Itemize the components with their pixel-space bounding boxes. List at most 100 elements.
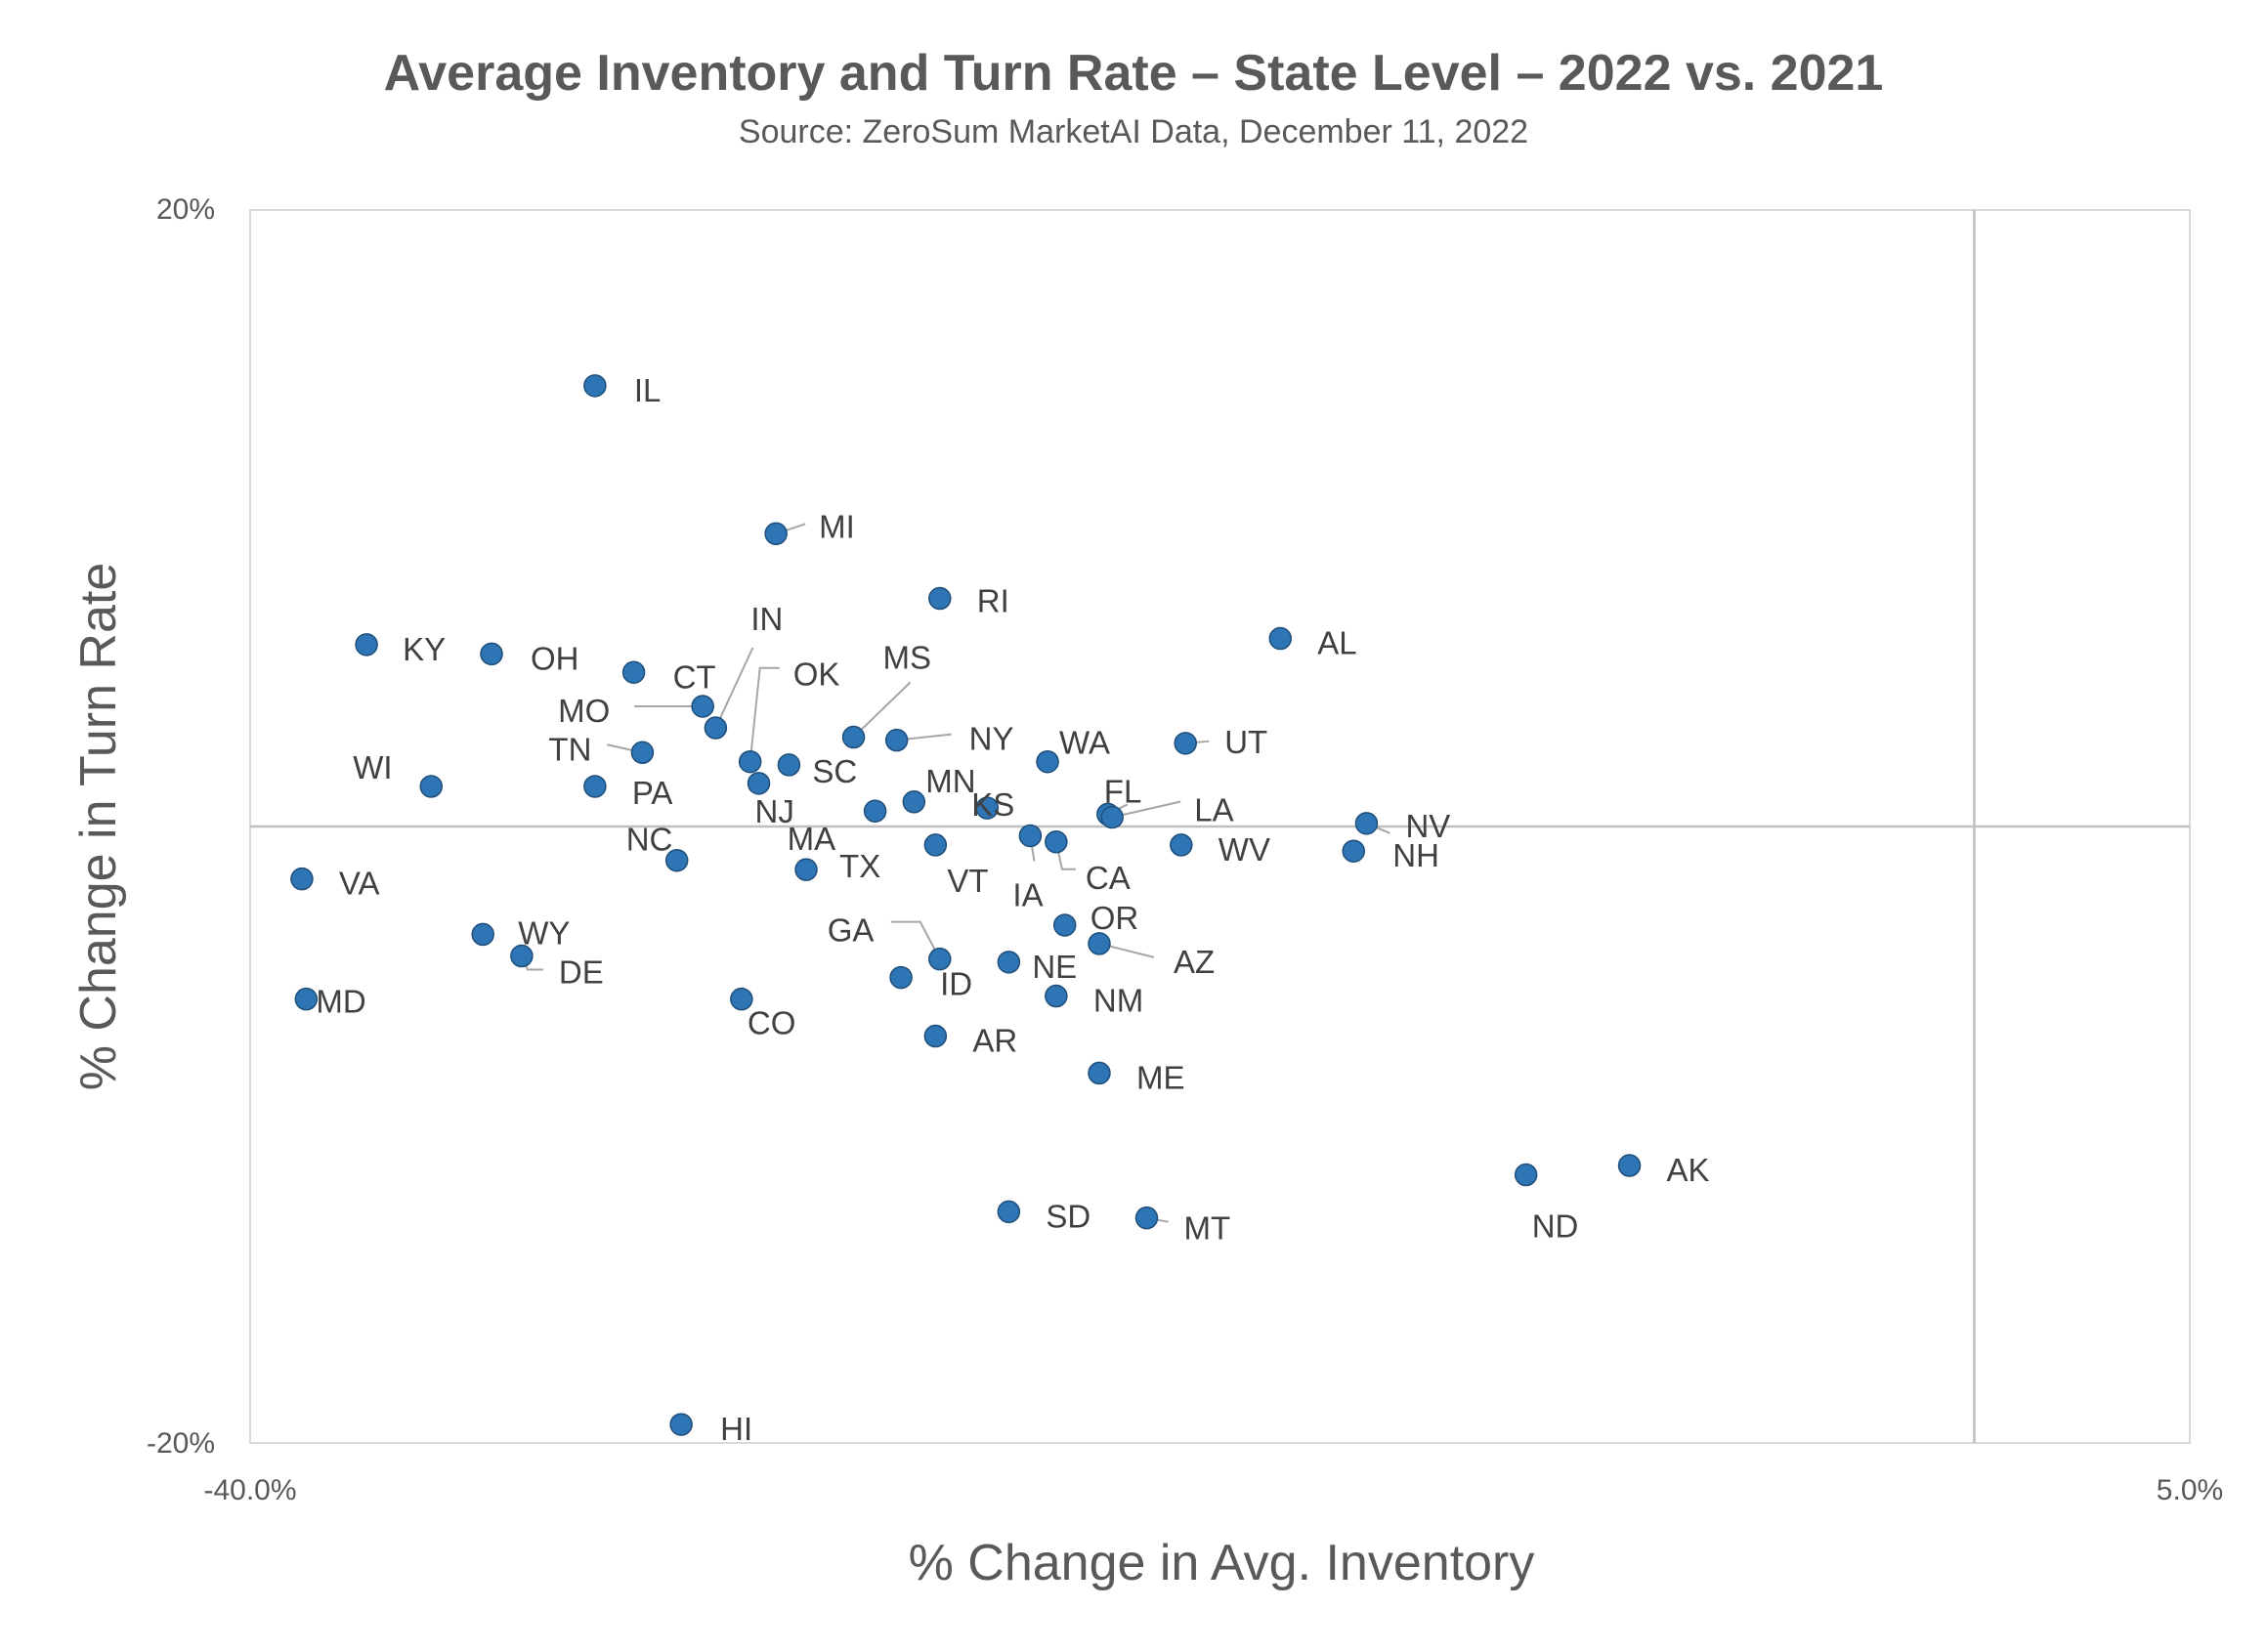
data-point-nv [1354, 812, 1379, 835]
data-label-nj: NJ [755, 793, 794, 829]
data-label-co: CO [748, 1005, 796, 1041]
data-label-ne: NE [1032, 949, 1077, 985]
x-axis-title: % Change in Avg. Inventory [909, 1535, 1535, 1591]
data-point-tx [794, 858, 818, 881]
data-label-de: DE [559, 954, 604, 991]
data-label-or: OR [1090, 900, 1139, 936]
data-label-al: AL [1317, 625, 1356, 661]
data-label-ky: KY [403, 631, 446, 667]
chart-subtitle: Source: ZeroSum MarketAI Data, December … [739, 113, 1528, 150]
data-point-ct [621, 660, 646, 684]
data-point-nd [1514, 1163, 1538, 1187]
data-point-nj [747, 772, 771, 795]
data-point-id [889, 965, 913, 990]
data-point-il [583, 374, 607, 398]
data-point-wv [1170, 833, 1193, 857]
data-label-nd: ND [1532, 1208, 1579, 1245]
data-point-in [704, 716, 728, 740]
data-label-ok: OK [793, 657, 840, 693]
data-label-mi: MI [819, 508, 855, 544]
data-label-md: MD [316, 984, 365, 1020]
data-label-wa: WA [1059, 725, 1110, 761]
leader-line-in [714, 647, 754, 729]
data-point-md [294, 987, 319, 1011]
data-point-me [1088, 1061, 1111, 1085]
data-label-il: IL [634, 372, 662, 408]
data-label-pa: PA [632, 775, 673, 811]
x-tick-left: -40.0% [203, 1474, 296, 1506]
data-point-ut [1174, 732, 1197, 755]
data-label-mn: MN [925, 763, 975, 799]
data-point-al [1268, 626, 1293, 651]
data-point-ri [928, 586, 952, 611]
data-label-wi: WI [353, 749, 392, 785]
leader-line-ok [748, 666, 780, 762]
data-label-ak: AK [1667, 1152, 1710, 1188]
data-point-mn [902, 790, 926, 814]
data-label-sd: SD [1046, 1198, 1090, 1234]
data-point-az [1088, 932, 1111, 955]
chart-title: Average Inventory and Turn Rate – State … [384, 45, 1884, 102]
data-point-de [510, 944, 534, 968]
data-point-tn [630, 741, 655, 765]
data-label-tx: TX [839, 848, 880, 884]
data-point-ma [863, 799, 887, 823]
data-point-or [1052, 913, 1077, 937]
data-point-ar [923, 1024, 948, 1048]
data-points [290, 374, 1642, 1436]
data-point-mt [1134, 1206, 1159, 1230]
leader-line-ms [852, 681, 912, 739]
data-label-wy: WY [518, 914, 570, 951]
data-point-nm [1045, 984, 1068, 1008]
data-point-co [730, 987, 753, 1011]
data-label-la: LA [1194, 792, 1233, 828]
data-point-pa [583, 775, 607, 798]
data-point-wy [471, 922, 494, 947]
data-point-ia [1018, 824, 1043, 848]
leader-line-ga [890, 920, 941, 960]
data-label-ar: AR [972, 1023, 1017, 1059]
data-label-va: VA [339, 866, 380, 902]
data-point-mo [691, 695, 714, 718]
data-label-mt: MT [1184, 1210, 1231, 1247]
data-label-ri: RI [977, 583, 1009, 619]
leader-line-la [1111, 800, 1181, 819]
data-point-oh [480, 642, 503, 666]
data-label-wv: WV [1219, 831, 1270, 868]
data-point-ca [1045, 830, 1068, 854]
data-label-tn: TN [548, 731, 591, 767]
data-point-ms [841, 725, 866, 749]
data-point-ny [884, 728, 909, 752]
data-point-ks [975, 796, 1000, 820]
data-point-sc [777, 753, 801, 777]
data-label-ga: GA [828, 912, 875, 949]
data-label-fl: FL [1104, 773, 1142, 809]
data-label-ut: UT [1224, 724, 1267, 760]
data-label-oh: OH [531, 640, 579, 676]
data-point-ak [1617, 1154, 1642, 1177]
data-label-ny: NY [969, 721, 1014, 757]
data-label-in: IN [750, 601, 783, 637]
data-point-nc [664, 848, 689, 872]
data-point-vt [923, 833, 948, 857]
data-label-nc: NC [626, 822, 673, 858]
data-label-vt: VT [947, 863, 988, 899]
data-point-wi [419, 775, 444, 798]
data-label-ia: IA [1012, 876, 1043, 912]
data-label-mo: MO [558, 693, 610, 729]
data-label-nv: NV [1405, 808, 1450, 844]
data-label-ks: KS [971, 786, 1014, 823]
data-point-ok [738, 749, 762, 774]
y-tick-bottom: -20% [147, 1427, 215, 1460]
data-point-sd [997, 1200, 1021, 1224]
y-axis-title: % Change in Turn Rate [70, 563, 127, 1091]
data-point-wa [1036, 749, 1059, 774]
data-point-la [1100, 805, 1124, 829]
data-point-ga [928, 947, 952, 971]
data-point-mi [764, 522, 788, 546]
data-label-ma: MA [788, 821, 836, 857]
data-label-az: AZ [1174, 944, 1215, 980]
data-label-nh: NH [1392, 837, 1439, 873]
